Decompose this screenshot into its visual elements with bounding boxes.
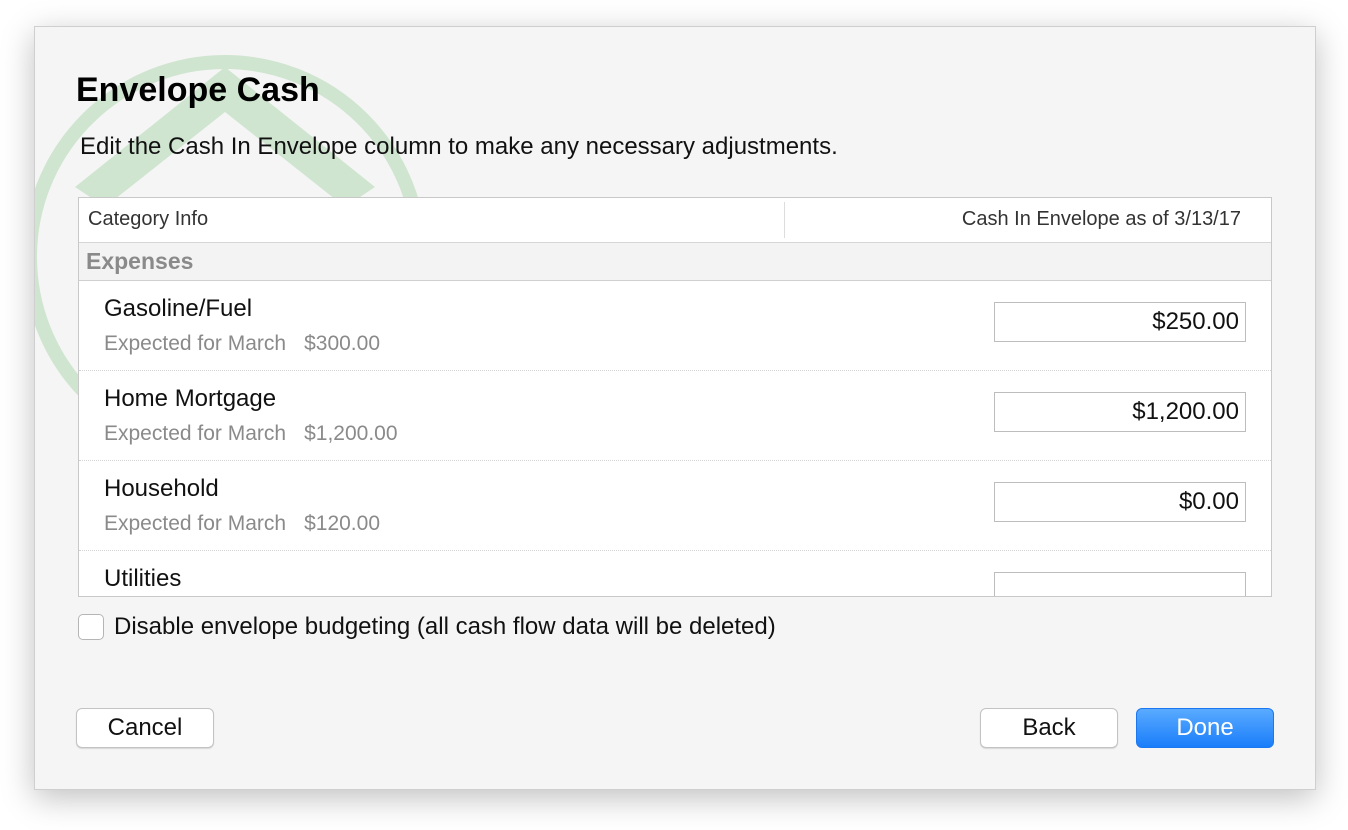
table-row: Gasoline/Fuel Expected for March $300.00 bbox=[79, 281, 1271, 371]
disable-envelope-option[interactable]: Disable envelope budgeting (all cash flo… bbox=[78, 613, 776, 641]
category-name: Gasoline/Fuel bbox=[104, 295, 253, 322]
expected-amount: Expected for March $300.00 bbox=[104, 332, 398, 356]
expected-label: Expected for March bbox=[104, 512, 287, 535]
disable-envelope-checkbox[interactable] bbox=[78, 614, 104, 640]
envelope-cash-dialog: Envelope Cash Edit the Cash In Envelope … bbox=[34, 26, 1316, 790]
category-name: Household bbox=[104, 475, 219, 502]
expected-label: Expected for March bbox=[104, 422, 287, 445]
cancel-button[interactable]: Cancel bbox=[76, 708, 214, 748]
group-header-expenses: Expenses bbox=[79, 243, 1271, 281]
expected-value: $300.00 bbox=[304, 332, 381, 355]
expected-amount: Expected for March $120.00 bbox=[104, 512, 398, 536]
cash-input[interactable] bbox=[994, 392, 1246, 432]
expected-value: $1,200.00 bbox=[304, 422, 398, 445]
table-row: Utilities bbox=[79, 551, 1271, 596]
cash-input[interactable] bbox=[994, 302, 1246, 342]
expected-amount: Expected for March $1,200.00 bbox=[104, 422, 416, 446]
dialog-subtitle: Edit the Cash In Envelope column to make… bbox=[80, 133, 838, 160]
disable-envelope-label[interactable]: Disable envelope budgeting (all cash flo… bbox=[114, 613, 776, 640]
expected-value: $120.00 bbox=[304, 512, 381, 535]
column-header-cash-in-envelope[interactable]: Cash In Envelope as of 3/13/17 bbox=[961, 208, 1241, 230]
category-name: Home Mortgage bbox=[104, 385, 277, 412]
envelope-table: Category Info Cash In Envelope as of 3/1… bbox=[78, 197, 1272, 597]
table-row: Home Mortgage Expected for March $1,200.0… bbox=[79, 371, 1271, 461]
back-button[interactable]: Back bbox=[980, 708, 1118, 748]
done-button[interactable]: Done bbox=[1136, 708, 1274, 748]
category-name: Utilities bbox=[104, 565, 182, 592]
cash-input[interactable] bbox=[994, 572, 1246, 596]
table-row: Household Expected for March $120.00 bbox=[79, 461, 1271, 551]
column-header-category-info[interactable]: Category Info bbox=[88, 208, 209, 230]
dialog-title: Envelope Cash bbox=[76, 71, 320, 109]
column-divider bbox=[784, 202, 785, 238]
cash-input[interactable] bbox=[994, 482, 1246, 522]
expected-label: Expected for March bbox=[104, 332, 287, 355]
table-header: Category Info Cash In Envelope as of 3/1… bbox=[79, 198, 1271, 243]
